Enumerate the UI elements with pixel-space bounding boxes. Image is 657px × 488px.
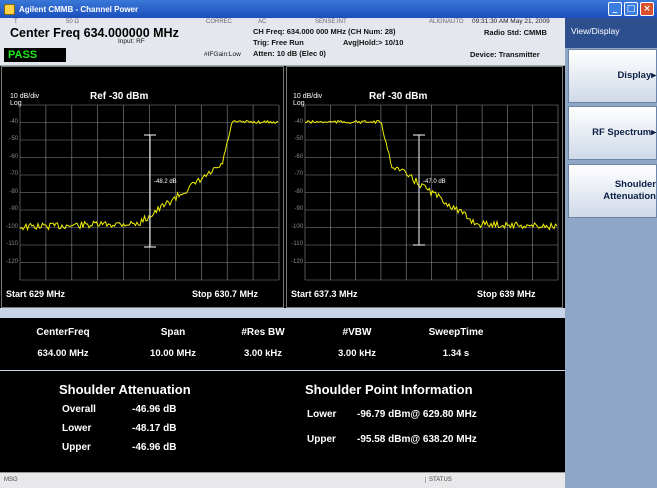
maximize-button[interactable]: □ [624,2,638,16]
y-tick-label: -50 [9,136,18,142]
scale-label: 10 dB/div [293,93,323,100]
y-tick-label: -100 [290,223,303,230]
results-panel: Shoulder Attenuation Overall -46.96 dB L… [0,371,565,472]
y-tick-label: -40 [294,118,303,125]
datetime: 09:31:30 AM May 21, 2009 [472,18,550,25]
status-label: STATUS [425,477,452,483]
upper-point-label: Upper [307,434,336,445]
spectrum-plots: 10 dB/div Log Ref -30 dBm -40 -50 -60 -70 -8… [0,66,565,308]
y-tick-label: -120 [5,258,18,265]
upper-atten-value: -46.96 dB [132,442,177,453]
ch-freq: CH Freq: 634.000 000 MHz (CH Num: 28) [253,27,396,36]
y-tick-label: -90 [9,206,18,212]
lower-plot-panel: 10 dB/div Log Ref -30 dBm -40 -50 -60 -70 -8… [1,66,284,308]
start-freq: Start 629 MHz [6,289,66,299]
y-tick-label: -70 [294,171,303,177]
y-tick-label: -70 [9,171,18,177]
overall-label: Overall [62,404,96,415]
pass-indicator: PASS [4,48,66,62]
sweeptime-value: 1.34 s [442,348,470,359]
y-tick-label: -110 [6,241,18,247]
span-value: 10.00 MHz [150,348,196,359]
marker-label: -48.2 dB [154,179,177,185]
rf-spectrum-softkey-label: RF Spectrum▸ [592,127,656,138]
display-softkey-label: Display▸ [617,70,656,81]
start-freq: Start 637.3 MHz [291,289,358,299]
window-title: Agilent CMMB - Channel Power [19,4,139,14]
lower-point-value: -96.79 dBm@ 629.80 MHz [357,409,477,420]
ref-level: Ref -30 dBm [90,91,149,102]
softkey-menu-title: View/Display [565,18,657,48]
softkey-panel: View/Display Display▸ RF Spectrum▸ Shoul… [565,18,657,488]
lower-point-label: Lower [307,409,337,420]
trace-indicator: T [14,19,18,25]
scale-label: 10 dB/div [10,93,40,100]
y-tick-label: -60 [9,153,18,160]
atten-label: Atten: 10 dB (Elec 0) [253,49,326,58]
measurement-summary: CenterFreq Span #Res BW #VBW SweepTime 6… [0,318,565,370]
centerfreq-value: 634.00 MHz [37,348,89,359]
rf-spectrum-softkey[interactable]: RF Spectrum▸ [568,106,657,160]
sense-label: SENSE:INT [315,19,347,25]
y-tick-label: -120 [290,258,303,265]
display-softkey[interactable]: Display▸ [568,49,657,103]
span-header: Span [160,327,186,338]
minimize-button[interactable]: _ [608,2,622,16]
correc-label: CORREC [206,19,233,25]
align-label: ALIGNAUTO [429,19,464,25]
log-label: Log [10,100,22,107]
resbw-header: #Res BW [241,327,285,338]
input-label: Input: RF [118,38,145,45]
center-freq[interactable]: Center Freq 634.000000 MHz [10,26,179,40]
overall-value: -46.96 dB [132,404,177,415]
title-bar: Agilent CMMB - Channel Power _ □ × [0,0,657,18]
ref-level: Ref -30 dBm [369,91,428,102]
status-bar: MSG STATUS [0,472,565,488]
shoulder-attenuation-softkey-label: Shoulder Attenuation [603,179,656,202]
radio-std: Radio Std: CMMB [484,28,547,37]
vbw-header: #VBW [342,327,372,338]
sweeptime-header: SweepTime [428,327,484,338]
y-tick-label: -90 [294,206,303,212]
lower-trace [19,104,280,281]
stop-freq: Stop 630.7 MHz [192,289,259,299]
avg-hold: Avg|Hold:> 10/10 [343,38,404,47]
impedance-label: 50 Ω [66,19,79,25]
lower-atten-value: -48.17 dB [132,423,177,434]
y-tick-label: -60 [294,153,303,160]
shoulder-attenuation-softkey[interactable]: Shoulder Attenuation [568,164,657,218]
stop-freq: Stop 639 MHz [477,289,536,299]
upper-point-value: -95.58 dBm@ 638.20 MHz [357,434,477,445]
vbw-value: 3.00 kHz [337,348,377,359]
lower-atten-label: Lower [62,423,92,434]
msg-label: MSG [4,477,18,483]
y-tick-label: -80 [294,188,303,195]
log-label: Log [293,100,305,107]
attenuation-title: Shoulder Attenuation [59,382,191,397]
upper-atten-label: Upper [62,442,91,453]
upper-trace [304,104,559,281]
y-tick-label: -100 [5,223,18,230]
centerfreq-header: CenterFreq [36,327,90,338]
y-tick-label: -110 [291,241,303,247]
upper-plot-panel: 10 dB/div Log Ref -30 dBm -40 -50 -60 -70 -8… [286,66,563,308]
trig-label: Trig: Free Run [253,38,304,47]
device-label: Device: Transmitter [470,50,540,59]
y-tick-label: -80 [9,188,18,195]
app-icon [4,3,15,15]
ac-label: AC [258,19,267,25]
measurement-header: T 50 Ω CORREC AC SENSE:INT ALIGNAUTO 09:… [0,18,565,66]
marker-label: -47.0 dB [423,179,446,185]
close-button[interactable]: × [640,2,654,16]
point-title: Shoulder Point Information [305,382,473,397]
resbw-value: 3.00 kHz [243,348,283,359]
y-tick-label: -40 [9,118,18,125]
ifgain-label: #IFGain:Low [204,51,241,58]
y-tick-label: -50 [294,136,303,142]
